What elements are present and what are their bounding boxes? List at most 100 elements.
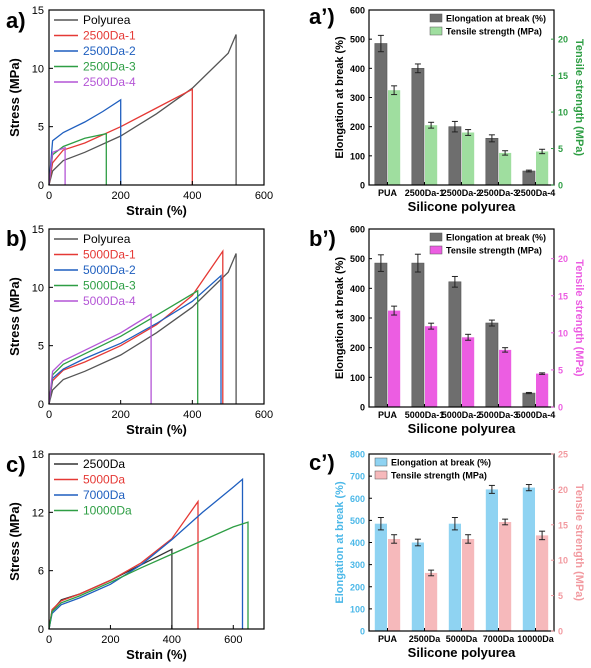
plot-frame (48, 9, 265, 186)
bar-tensile-2500Da-3 (499, 152, 512, 185)
y-axis-title: Elongation at break (%) (334, 257, 346, 380)
category-label: 2500Da-3 (479, 188, 519, 198)
y2-tick-label: 10 (558, 328, 568, 338)
panel-label: c’) (309, 450, 335, 475)
legend-entry: Elongation at break (%) (446, 14, 546, 24)
legend-entry: 2500Da-2 (83, 44, 136, 58)
panel-a-prime: a’)PUA 2500Da-12500Da-22500Da-32500Da-401… (309, 4, 585, 214)
panel-c-prime: c’)PUA 2500Da 5000Da 7000Da 10000Da010020030… (309, 450, 585, 661)
series-line-2500Da (48, 548, 173, 630)
bar-elongation-7000Da (485, 489, 498, 631)
bar-elongation-5000Da-4 (522, 392, 536, 408)
legend-entry: 2500Da-3 (83, 60, 136, 74)
y-tick-label: 400 (350, 284, 365, 294)
category-label: PUA (378, 410, 398, 420)
y-axis-title: Elongation at break (%) (334, 36, 346, 159)
series-line-5000Da-2 (48, 274, 222, 405)
bar-tensile-5000Da-2 (462, 337, 475, 407)
x-tick-label: 0 (46, 634, 52, 646)
y-tick-label: 700 (350, 472, 365, 482)
y2-tick-label: 10 (558, 556, 568, 566)
category-label: 2500Da-4 (516, 188, 556, 198)
bar-tensile-7000Da (499, 522, 512, 631)
legend-entry: Tensile strength (MPa) (391, 471, 487, 481)
y-tick-label: 600 (350, 225, 365, 235)
y-tick-label: 10 (32, 63, 44, 75)
y-tick-label: 0 (38, 399, 44, 411)
y2-tick-label: 20 (558, 485, 568, 495)
bar-tensile-5000Da-4 (536, 373, 549, 407)
y2-tick-label: 15 (558, 71, 568, 81)
category-label: PUA (378, 634, 398, 644)
x-axis-title: Strain (%) (126, 422, 187, 437)
y-tick-label: 100 (350, 151, 365, 161)
legend-entry: Elongation at break (%) (446, 233, 546, 243)
bar-elongation-2500Da-2 (448, 126, 462, 186)
bar-elongation-2500Da-4 (522, 170, 536, 186)
panel-label: b’) (309, 226, 336, 251)
y-tick-label: 5 (38, 122, 44, 134)
category-label: 2500Da-1 (405, 188, 445, 198)
category-label: 5000Da-3 (479, 410, 519, 420)
bar-elongation-2500Da (411, 542, 424, 631)
panel-c: c) 0 200 400 600 0 6 12 18 Strain (%) Stress (MPa)… (6, 449, 265, 662)
category-label: 5000Da (446, 634, 479, 644)
x-axis-title: Silicone polyurea (408, 645, 516, 660)
series-line-5000Da-1 (48, 249, 224, 405)
y-tick-label: 200 (350, 582, 365, 592)
y-tick-label: 300 (350, 560, 365, 570)
x-tick-label: 200 (101, 634, 119, 646)
y-axis-title: Stress (MPa) (7, 58, 22, 137)
category-label: PUA (378, 188, 398, 198)
bar-elongation-5000Da-3 (485, 322, 499, 408)
panel-b-prime: b’)PUA 5000Da-15000Da-25000Da-35000Da-401… (309, 225, 585, 437)
legend-entry: 5000Da-2 (83, 263, 136, 277)
series-line-Polyurea (48, 253, 237, 405)
series-line-5000Da-3 (48, 289, 199, 405)
y-tick-label: 400 (350, 538, 365, 548)
panel-label: c) (6, 452, 26, 477)
series-line-7000Da (48, 477, 244, 630)
y-tick-label: 100 (350, 604, 365, 614)
y-axis-title: Elongation at break (%) (334, 481, 346, 604)
y2-tick-label: 5 (558, 144, 563, 154)
bar-elongation-2500Da-1 (411, 68, 425, 186)
legend-swatch (374, 470, 388, 480)
bar-elongation-5000Da-1 (411, 262, 425, 408)
bar-elongation-PUA (374, 43, 388, 186)
bar-tensile-5000Da-1 (425, 326, 438, 407)
y2-tick-label: 0 (558, 181, 563, 191)
bar-tensile-PUA (388, 539, 401, 631)
panel-b: b) 0 200 400 600 0 5 10 15 Strain (%) Stress (MPa)… (6, 224, 273, 437)
x-axis-title: Strain (%) (126, 203, 187, 218)
bar-elongation-5000Da (448, 523, 461, 631)
series-line-2500Da-4 (48, 146, 66, 186)
legend-entry: 5000Da (83, 473, 125, 487)
legend-entry: Polyurea (83, 232, 131, 246)
y-tick-label: 0 (38, 180, 44, 192)
legend-swatch (429, 26, 443, 36)
y-tick-label: 400 (350, 64, 365, 74)
y-tick-label: 12 (32, 507, 44, 519)
category-label: 10000Da (517, 634, 555, 644)
bar-elongation-2500Da-3 (485, 138, 499, 186)
panel-a: a) 0 200 400 600 0 5 10 15 Strain (%) Stress (MPa)… (6, 5, 273, 218)
category-label: 5000Da-4 (516, 410, 556, 420)
category-label: 7000Da (483, 634, 516, 644)
y-tick-label: 200 (350, 343, 365, 353)
y2-axis-title: Tensile strength (MPa) (573, 39, 585, 156)
legend-entry: 2500Da (83, 457, 125, 471)
legend-entry: 5000Da-3 (83, 279, 136, 293)
bar-tensile-2500Da-1 (425, 125, 438, 185)
series-line-Polyurea (48, 34, 237, 186)
x-tick-label: 400 (163, 634, 181, 646)
y2-tick-label: 5 (558, 591, 563, 601)
y-tick-label: 15 (32, 5, 44, 17)
legend-entry: 2500Da-4 (83, 75, 136, 89)
y-tick-label: 15 (32, 224, 44, 236)
x-tick-label: 0 (46, 409, 52, 421)
y-axis-title: Stress (MPa) (7, 502, 22, 581)
y-axis-title: Stress (MPa) (7, 277, 22, 356)
bar-tensile-2500Da (425, 572, 438, 631)
y-tick-label: 0 (38, 624, 44, 636)
